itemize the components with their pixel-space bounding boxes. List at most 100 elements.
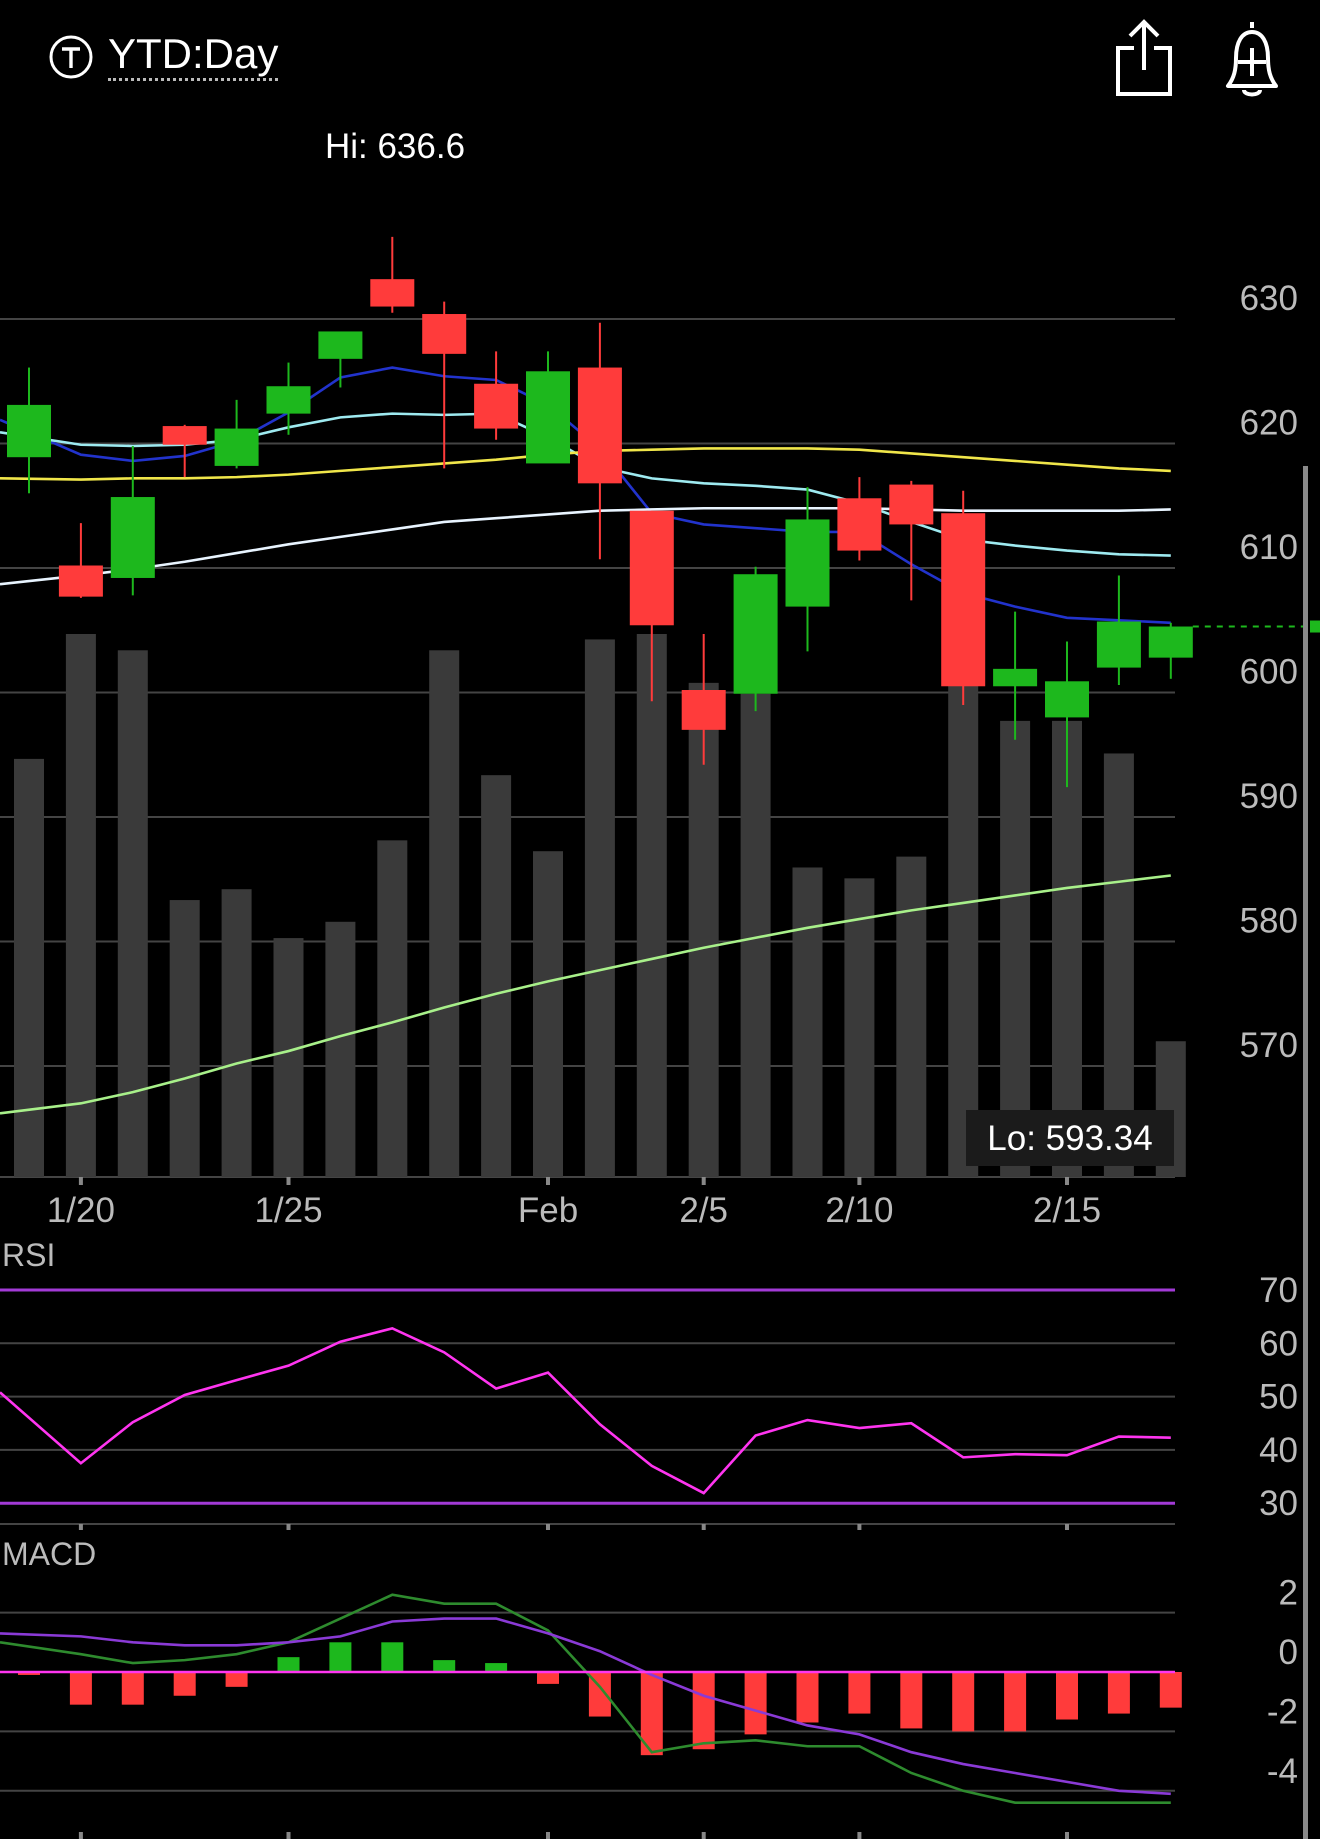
candle (733, 566, 778, 712)
candle-body (941, 513, 986, 687)
timeframe-selector[interactable]: YTD:Day (48, 32, 279, 81)
moving-average-line (0, 506, 1171, 586)
macd-title: MACD (2, 1536, 96, 1572)
candle-body (370, 279, 415, 307)
volume-bar (325, 921, 356, 1177)
macd-histogram-bar (640, 1672, 663, 1756)
macd-panel: MACD 2 0 -2 -4 (0, 1536, 1298, 1839)
volume-bar (14, 758, 44, 1177)
candle (1148, 622, 1193, 679)
macd-histogram-bar (69, 1672, 92, 1705)
date-tick-label: 1/20 (47, 1191, 115, 1230)
moving-average-line (0, 874, 1171, 1115)
candle-body (266, 386, 311, 414)
date-tick-label: 2/10 (825, 1191, 893, 1230)
volume-bars (14, 634, 1186, 1177)
candle (1096, 575, 1141, 686)
candle-body (837, 498, 882, 551)
candlesticks (7, 236, 1320, 788)
candle-body (889, 484, 934, 525)
macd-histogram-bar (173, 1672, 196, 1696)
macd-histogram-bar (692, 1672, 715, 1750)
candle (162, 424, 207, 478)
candle (214, 399, 259, 469)
candle-body (785, 519, 830, 607)
timeframe-label[interactable]: YTD:Day (108, 32, 279, 81)
volume-bar (429, 650, 460, 1177)
volume-bar (688, 682, 719, 1177)
macd-histogram-bar (1107, 1672, 1130, 1714)
rsi-tick-label: 70 (1259, 1271, 1298, 1310)
volume-bar (481, 775, 512, 1177)
volume-bar (117, 650, 148, 1177)
candle (110, 445, 155, 596)
candle (1045, 641, 1089, 788)
candle-body (526, 371, 570, 464)
candle-body (214, 428, 259, 466)
macd-histogram-bar (1004, 1672, 1027, 1732)
price-tick-label: 620 (1240, 404, 1298, 443)
macd-histogram-bar (225, 1672, 248, 1687)
candle (993, 611, 1038, 740)
candle (577, 322, 622, 560)
chart-header: YTD:Day (0, 0, 1320, 120)
date-tick-label: 1/25 (254, 1191, 322, 1230)
volume-bar (533, 851, 563, 1177)
candle-body (318, 331, 363, 359)
alert-button[interactable] (1216, 18, 1288, 98)
macd-tick-label: 0 (1279, 1633, 1298, 1672)
date-tick-label: 2/5 (679, 1191, 728, 1230)
macd-histogram-bar (1056, 1672, 1078, 1720)
candle-body (162, 426, 207, 445)
volume-bar (221, 889, 252, 1177)
volume-bar (584, 639, 615, 1177)
macd-tick-label: 2 (1279, 1574, 1298, 1613)
date-tick-label: Feb (518, 1191, 578, 1230)
candle (837, 477, 882, 561)
candle-body (629, 510, 674, 626)
macd-histogram-bar (537, 1672, 559, 1684)
candle (318, 331, 363, 388)
share-button[interactable] (1108, 18, 1180, 98)
alert-bell-plus-icon (1226, 22, 1278, 97)
candle (266, 362, 311, 435)
volume-bar (1000, 720, 1031, 1177)
price-axis: 630 620 610 600 590 580 570 (1240, 279, 1298, 1065)
macd-histogram-bar (744, 1672, 767, 1735)
price-tick-label: 600 (1240, 653, 1298, 692)
macd-histogram-bar (952, 1672, 975, 1732)
macd-histogram-bar (433, 1660, 456, 1672)
rsi-panel: RSI 70 60 50 40 30 (0, 1237, 1298, 1530)
candle-body (110, 497, 155, 578)
candle (526, 351, 570, 464)
lo-label: Lo: 593.34 (987, 1119, 1152, 1158)
hi-label: Hi: 636.6 (325, 127, 465, 166)
volume-bar (65, 634, 96, 1177)
candle-body (1045, 681, 1089, 718)
macd-histogram-bar (848, 1672, 871, 1714)
macd-histogram-bar (588, 1672, 611, 1717)
volume-bar (844, 878, 875, 1177)
scrollbar[interactable] (1303, 466, 1308, 1839)
candle-body (1148, 626, 1193, 658)
macd-histogram-bar (277, 1657, 300, 1672)
hi-lo-annotations: Hi: 636.6 Lo: 593.34 (325, 127, 1174, 1166)
macd-tick-label: -2 (1267, 1692, 1298, 1731)
volume-bar (1103, 753, 1134, 1177)
share-icon (1116, 19, 1172, 96)
price-tick-label: 590 (1240, 777, 1298, 816)
candle-body (422, 314, 467, 354)
candle-body (7, 404, 51, 458)
volume-bar (948, 639, 979, 1177)
macd-histogram-bar (121, 1672, 144, 1705)
macd-tick-label: -4 (1267, 1752, 1298, 1791)
rsi-tick-label: 50 (1259, 1378, 1298, 1417)
rsi-tick-label: 30 (1259, 1484, 1298, 1523)
candle-body (58, 565, 103, 597)
candle-body (474, 383, 519, 429)
rsi-tick-label: 40 (1259, 1431, 1298, 1470)
volume-bar (273, 938, 304, 1177)
candle-body (733, 574, 778, 694)
macd-line (0, 1593, 1171, 1804)
